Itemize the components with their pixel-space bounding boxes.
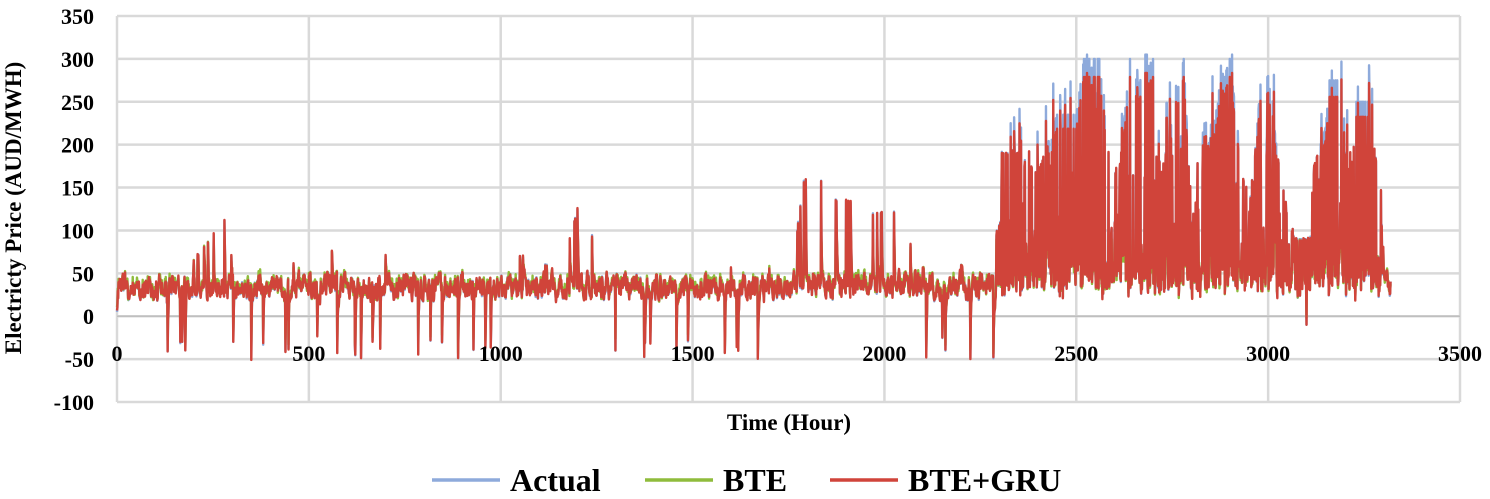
x-tick-label: 3000 — [1246, 341, 1290, 366]
legend-item-bte: BTE — [645, 462, 787, 498]
x-tick-label: 2500 — [1054, 341, 1098, 366]
y-tick-label: 200 — [61, 133, 94, 158]
y-tick-label: 350 — [61, 4, 94, 29]
legend-label: BTE — [723, 462, 787, 498]
y-tick-label: 0 — [83, 304, 94, 329]
x-tick-labels: 0 500 1000 1500 2000 2500 3000 3500 — [112, 341, 1483, 366]
legend-label: Actual — [510, 462, 601, 498]
series-layer — [115, 53, 1392, 362]
legend-item-bte-gru: BTE+GRU — [830, 462, 1061, 498]
y-tick-labels: -100 -50 0 50 100 150 200 250 300 350 — [54, 4, 94, 415]
legend-label: BTE+GRU — [908, 462, 1061, 498]
y-tick-label: 150 — [61, 176, 94, 201]
x-tick-label: 1500 — [671, 341, 715, 366]
grid — [115, 14, 1462, 404]
x-tick-label: 0 — [112, 341, 123, 366]
y-tick-label: 50 — [72, 261, 94, 286]
y-tick-label: 250 — [61, 90, 94, 115]
legend: Actual BTE BTE+GRU — [432, 462, 1061, 498]
y-axis-title: Electricty Price (AUD/MWH) — [1, 62, 26, 354]
x-tick-label: 3500 — [1438, 341, 1482, 366]
series-line-bte-gru — [115, 71, 1392, 362]
legend-item-actual: Actual — [432, 462, 601, 498]
x-axis-title: Time (Hour) — [727, 410, 851, 435]
y-tick-label: -50 — [65, 347, 94, 372]
x-tick-label: 1000 — [479, 341, 523, 366]
y-tick-label: 100 — [61, 218, 94, 243]
y-tick-label: 300 — [61, 47, 94, 72]
x-tick-label: 2000 — [862, 341, 906, 366]
y-tick-label: -100 — [54, 390, 94, 415]
x-tick-label: 500 — [292, 341, 325, 366]
